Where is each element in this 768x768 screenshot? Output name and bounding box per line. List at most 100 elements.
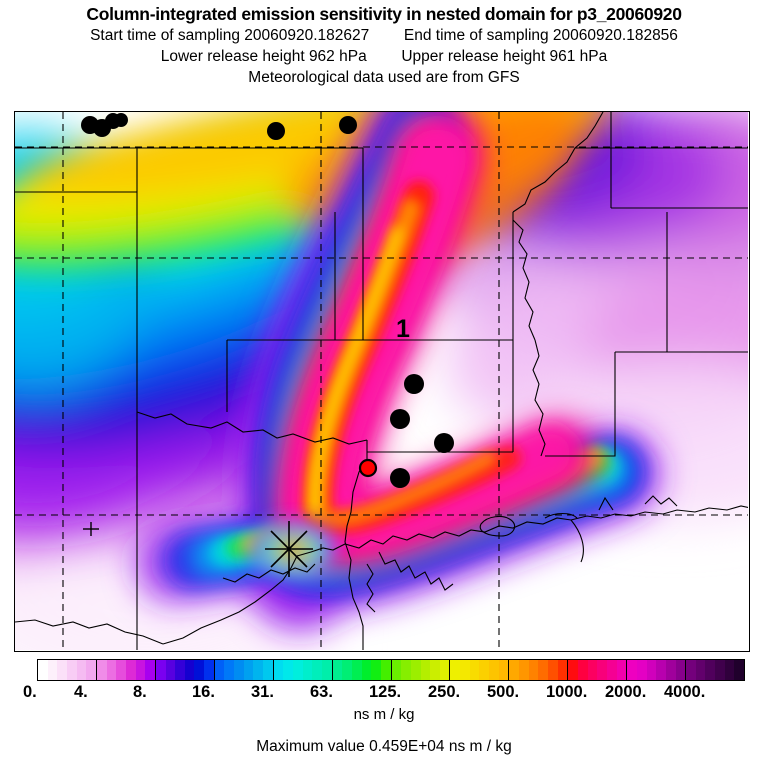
colorbar-cell: [646, 660, 657, 680]
colorbar-cell: [224, 660, 235, 680]
colorbar[interactable]: [37, 659, 745, 681]
colorbar-cell: [557, 660, 568, 680]
colorbar-cell: [47, 660, 58, 680]
receptor-marker: [390, 468, 410, 488]
source-hotspot: [247, 520, 339, 580]
colorbar-tick: 250.: [428, 683, 461, 701]
colorbar-tick: 4000.: [664, 683, 706, 701]
colorbar-band: [509, 660, 569, 680]
colorbar-band: [391, 660, 451, 680]
lower-release-height-label: Lower release height 962 hPa: [160, 48, 367, 65]
colorbar-cell: [498, 660, 509, 680]
receptor-marker-group: [81, 113, 454, 488]
colorbar-tick: 0.: [23, 683, 37, 701]
colorbar-cell: [342, 660, 352, 680]
colorbar-cell: [430, 660, 440, 680]
colorbar-tick: 1000.: [546, 683, 588, 701]
colorbar-cell: [106, 660, 117, 680]
colorbar-cell: [410, 660, 421, 680]
colorbar-cell: [38, 660, 48, 680]
receptor-marker: [358, 458, 378, 478]
receptor-marker: [404, 374, 424, 394]
colorbar-cell: [66, 660, 77, 680]
contour-level-label: 1: [396, 315, 410, 343]
colorbar-cell: [724, 660, 735, 680]
colorbar-band: [96, 660, 156, 680]
colorbar-tick: 500.: [487, 683, 520, 701]
colorbar-band: [332, 660, 392, 680]
colorbar-band: [38, 660, 97, 680]
colorbar-cell: [135, 660, 146, 680]
colorbar-cell: [321, 660, 332, 680]
colorbar-cell: [420, 660, 431, 680]
colorbar-cell: [312, 660, 322, 680]
colorbar-cell: [627, 660, 637, 680]
colorbar-cell: [145, 660, 155, 680]
colorbar-cell: [165, 660, 176, 680]
colorbar-cell: [57, 660, 67, 680]
colorbar-cell: [380, 660, 391, 680]
colorbar-cell: [675, 660, 686, 680]
page-title: Column-integrated emission sensitivity i…: [86, 4, 682, 24]
colorbar-cell: [528, 660, 539, 680]
colorbar-band: [450, 660, 510, 680]
map-boundaries: [15, 112, 748, 650]
colorbar-tick: 16.: [192, 683, 215, 701]
start-time-label: Start time of sampling 20060920.182627: [90, 27, 370, 44]
colorbar-band: [627, 660, 687, 680]
colorbar-cell: [705, 660, 716, 680]
colorbar-cell: [568, 660, 578, 680]
colorbar-cell: [96, 660, 107, 680]
colorbar-cell: [665, 660, 676, 680]
colorbar-cell: [204, 660, 214, 680]
colorbar-cell: [214, 660, 225, 680]
colorbar-band: [568, 660, 628, 680]
release-star-icon: [265, 521, 313, 577]
colorbar-cell: [253, 660, 264, 680]
receptor-marker: [267, 122, 285, 140]
colorbar-tick: 8.: [133, 683, 147, 701]
colorbar-cell: [332, 660, 343, 680]
upper-release-height-label: Upper release height 961 hPa: [401, 48, 608, 65]
colorbar-tick-labels: 0. 4. 8. 16. 31. 63. 125. 250. 500. 1000. 2000. 400…: [0, 683, 768, 705]
colorbar-cell: [175, 660, 185, 680]
sampling-time-line: Start time of sampling 20060920.182627 E…: [0, 25, 768, 46]
colorbar-cell: [391, 660, 402, 680]
colorbar-cell: [616, 660, 627, 680]
colorbar-cell: [293, 660, 303, 680]
colorbar-tick: 4.: [74, 683, 88, 701]
colorbar-cell: [509, 660, 520, 680]
colorbar-cell: [548, 660, 558, 680]
colorbar-cell: [273, 660, 284, 680]
colorbar-cell: [715, 660, 725, 680]
emission-sensitivity-field: [15, 112, 748, 650]
colorbar-band: [155, 660, 215, 680]
colorbar-cell: [234, 660, 244, 680]
colorbar-cell: [439, 660, 450, 680]
colorbar-cell: [469, 660, 480, 680]
colorbar-band: [686, 660, 745, 680]
colorbar-cell: [587, 660, 598, 680]
colorbar-cell: [606, 660, 617, 680]
colorbar-tick: 125.: [369, 683, 402, 701]
plume-axis-yellow-hot: [309, 226, 403, 514]
colorbar-cell: [371, 660, 381, 680]
colorbar-cell: [184, 660, 195, 680]
colorbar-cell: [351, 660, 362, 680]
colorbar-cell: [401, 660, 411, 680]
secondary-cross-icon: [83, 522, 99, 536]
maximum-value-label: Maximum value 0.459E+04 ns m / kg: [256, 738, 512, 755]
colorbar-cell: [302, 660, 313, 680]
plot-header: Column-integrated emission sensitivity i…: [0, 0, 768, 88]
colorbar-cell: [489, 660, 499, 680]
colorbar-cell: [734, 660, 745, 680]
release-height-line: Lower release height 962 hPa Upper relea…: [0, 46, 768, 67]
map-plot-area[interactable]: 1: [14, 111, 750, 652]
colorbar-cell: [519, 660, 529, 680]
colorbar-cell: [263, 660, 273, 680]
colorbar-cell: [450, 660, 461, 680]
colorbar-gradient: [38, 660, 745, 680]
colorbar-tick: 2000.: [605, 683, 647, 701]
receptor-marker: [390, 409, 410, 429]
receptor-marker: [434, 433, 454, 453]
